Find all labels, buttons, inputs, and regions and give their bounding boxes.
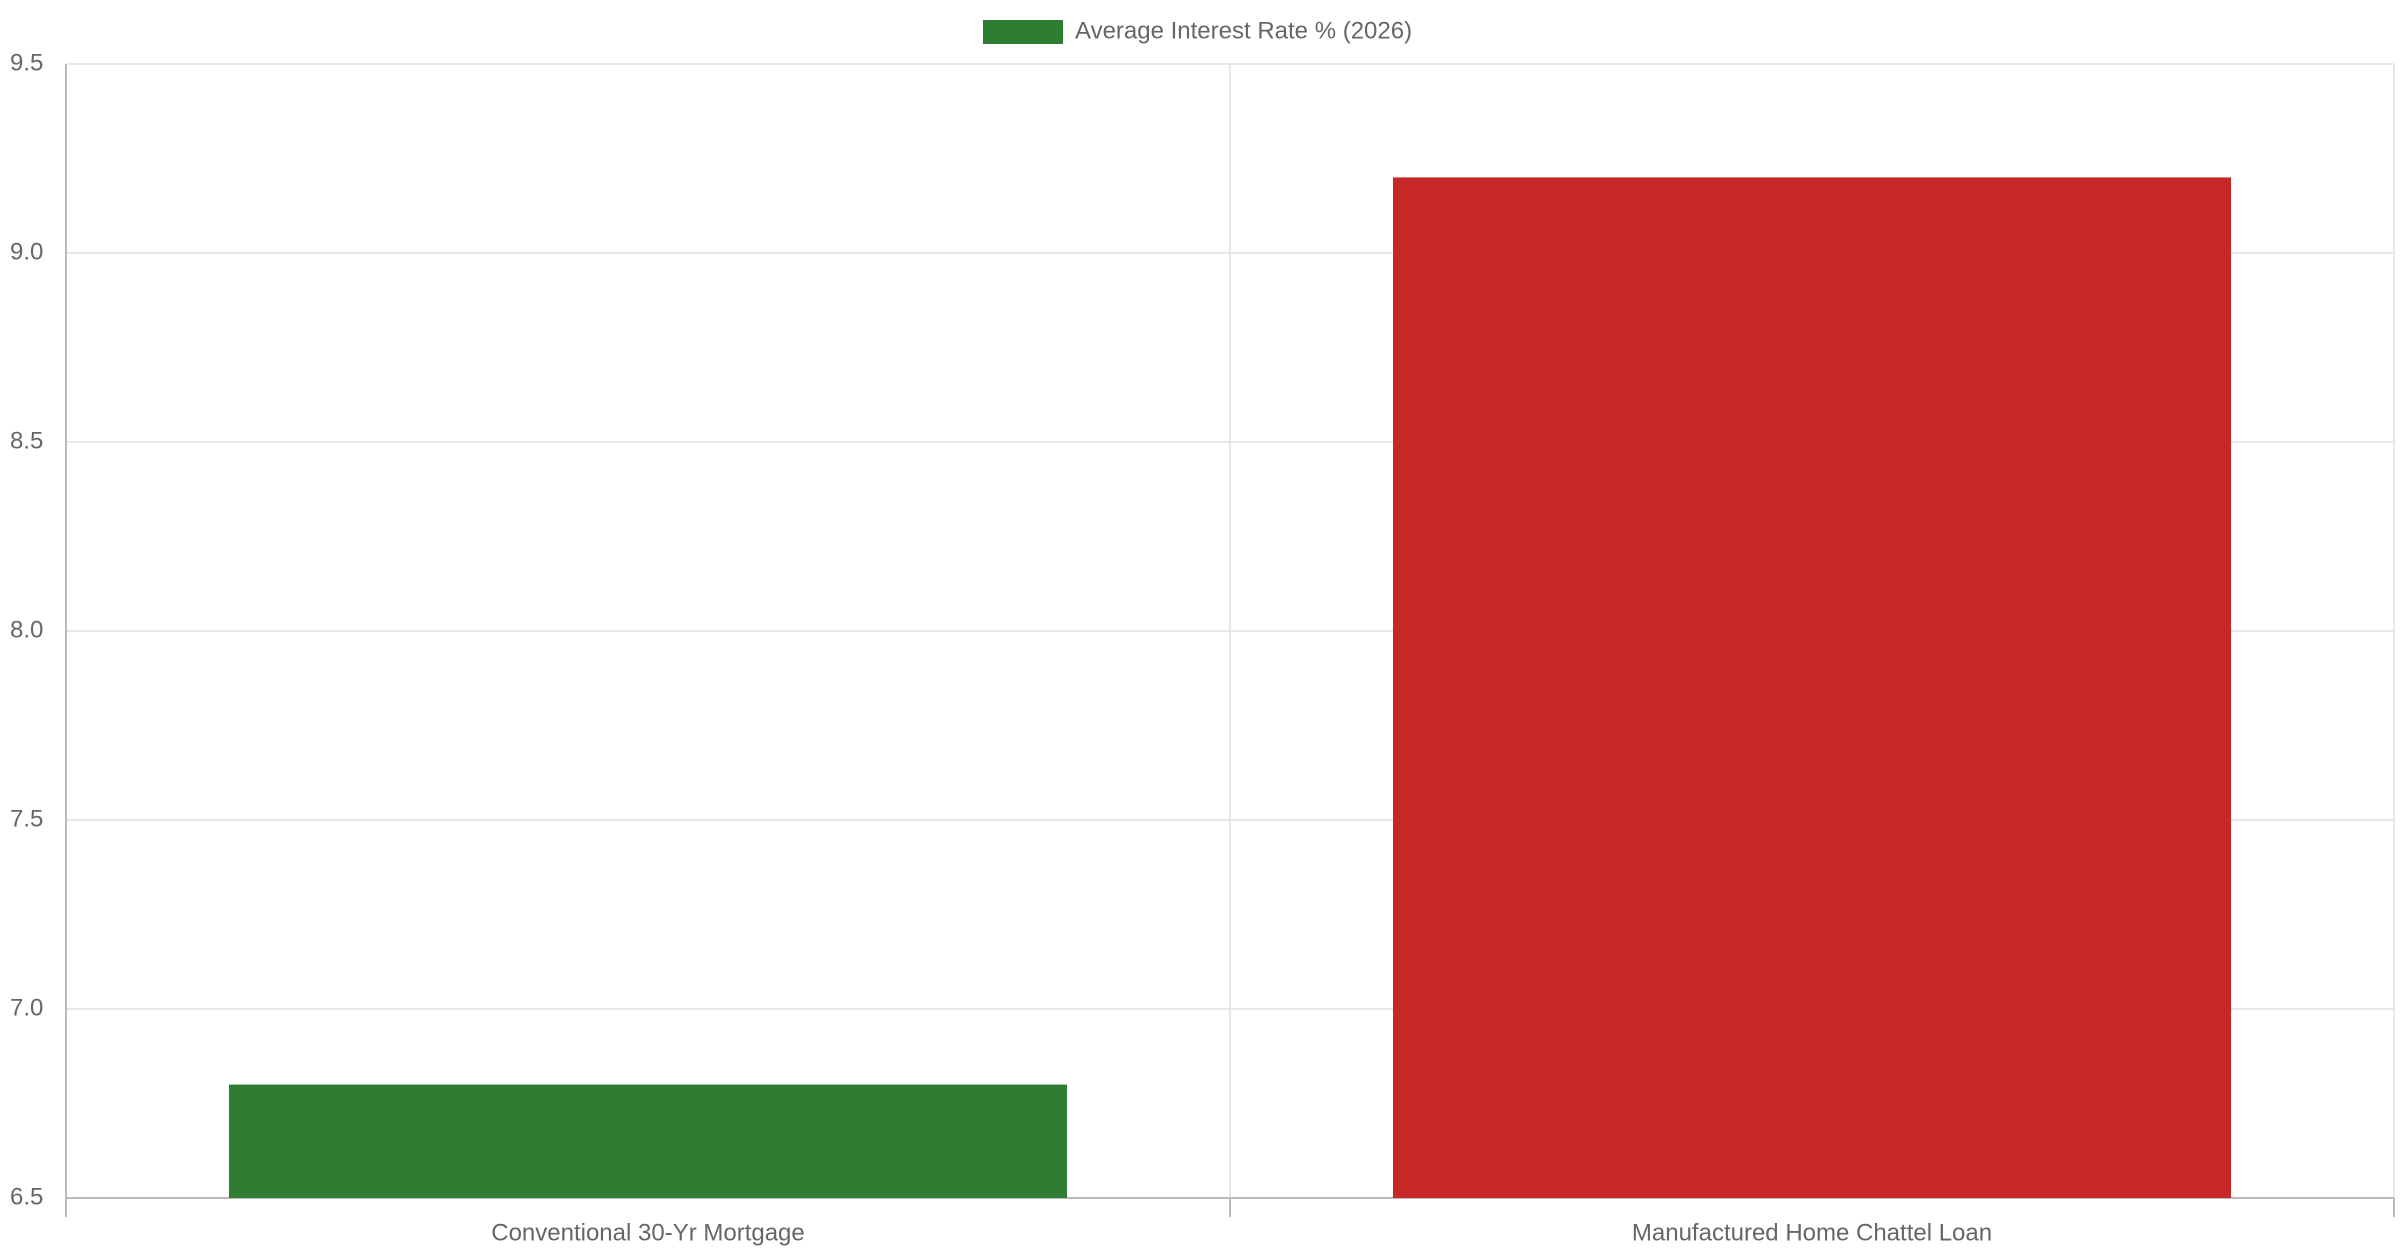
legend-swatch xyxy=(983,20,1063,44)
legend-label: Average Interest Rate % (2026) xyxy=(1075,17,1412,44)
y-tick-label: 9.0 xyxy=(10,238,43,265)
y-tick-label: 7.0 xyxy=(10,994,43,1021)
y-tick-label: 8.0 xyxy=(10,616,43,643)
x-tick-label: Conventional 30-Yr Mortgage xyxy=(491,1219,805,1246)
y-tick-label: 9.5 xyxy=(10,49,43,76)
bar xyxy=(1392,177,2232,1198)
bar xyxy=(228,1084,1068,1198)
y-tick-label: 7.5 xyxy=(10,805,43,832)
y-tick-label: 8.5 xyxy=(10,427,43,454)
y-tick-label: 6.5 xyxy=(10,1183,43,1210)
x-tick-label: Manufactured Home Chattel Loan xyxy=(1632,1219,1992,1246)
